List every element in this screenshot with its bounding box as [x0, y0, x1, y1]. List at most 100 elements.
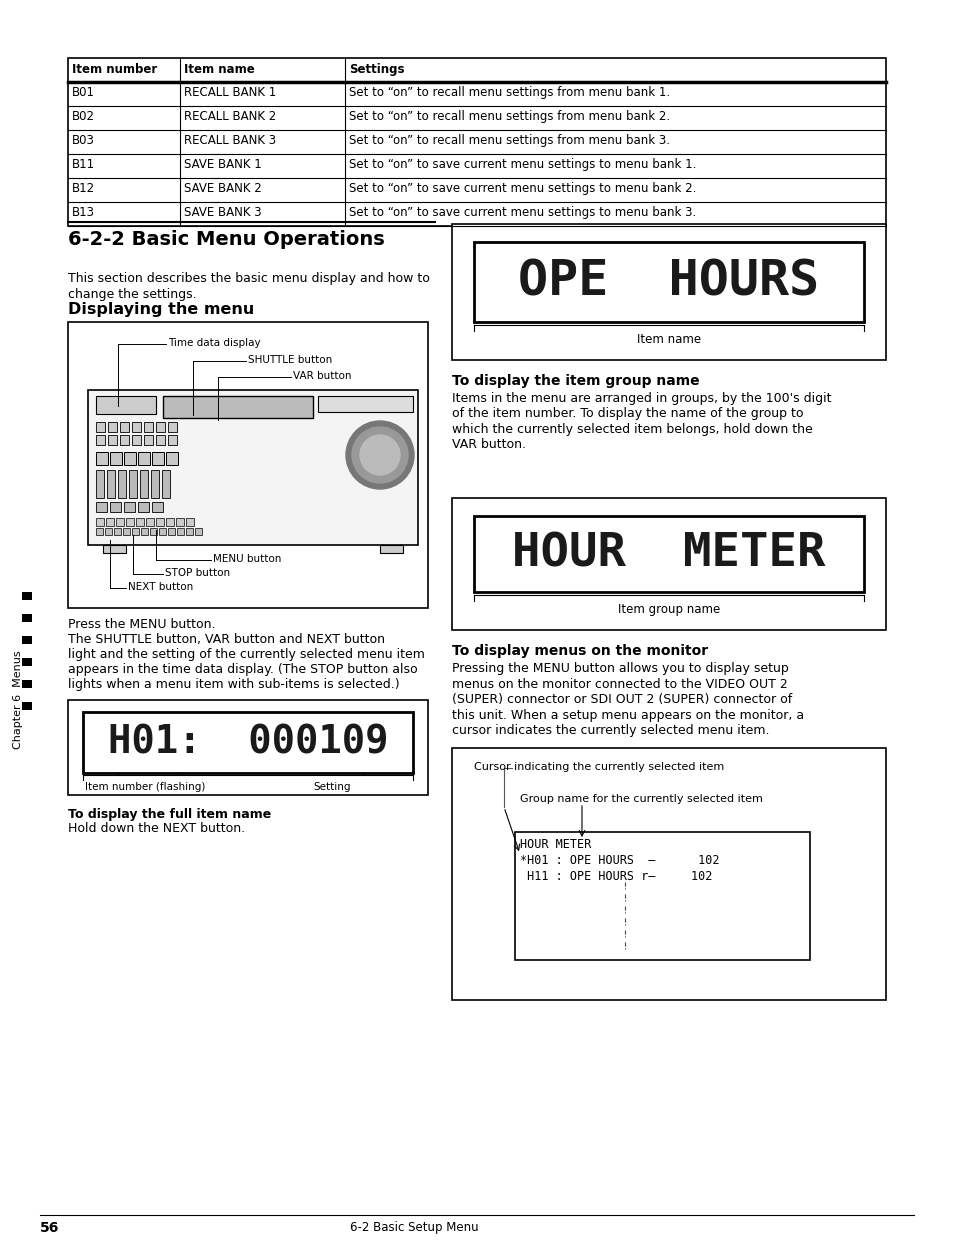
Bar [159, 527, 166, 535]
Text: MENU button: MENU button [213, 554, 281, 564]
Text: Set to “on” to recall menu settings from menu bank 2.: Set to “on” to recall menu settings from… [349, 109, 669, 123]
Bar [162, 470, 170, 498]
Bar [186, 527, 193, 535]
Text: B13: B13 [71, 207, 95, 219]
Text: This section describes the basic menu display and how to: This section describes the basic menu di… [68, 272, 430, 285]
Circle shape [359, 435, 399, 475]
Text: Set to “on” to save current menu settings to menu bank 1.: Set to “on” to save current menu setting… [349, 158, 696, 170]
Text: Set to “on” to save current menu settings to menu bank 3.: Set to “on” to save current menu setting… [349, 207, 696, 219]
Bar [177, 527, 184, 535]
Bar [151, 470, 159, 498]
Bar [163, 396, 313, 418]
Text: VAR button: VAR button [293, 371, 351, 381]
Bar [452, 748, 885, 1000]
Bar [96, 396, 156, 414]
Text: Cursor indicating the currently selected item: Cursor indicating the currently selected… [474, 763, 723, 773]
Bar [194, 527, 202, 535]
Text: HOUR  METER: HOUR METER [512, 531, 825, 576]
Bar [156, 422, 165, 432]
Text: 56: 56 [40, 1222, 59, 1235]
Bar [474, 243, 863, 322]
Text: (SUPER) connector or SDI OUT 2 (SUPER) connector of: (SUPER) connector or SDI OUT 2 (SUPER) c… [452, 693, 791, 707]
Bar [166, 518, 173, 526]
Text: STOP button: STOP button [165, 569, 230, 578]
Circle shape [346, 420, 414, 489]
Bar [108, 435, 117, 445]
Bar [107, 470, 115, 498]
Bar [22, 636, 32, 644]
Text: appears in the time data display. (The STOP button also: appears in the time data display. (The S… [68, 663, 417, 675]
Bar [168, 435, 177, 445]
Text: SAVE BANK 2: SAVE BANK 2 [184, 182, 261, 195]
Bar [68, 322, 428, 608]
Text: B01: B01 [71, 86, 95, 100]
Bar [113, 527, 121, 535]
Text: Setting: Setting [313, 782, 350, 792]
Bar [106, 518, 113, 526]
Text: cursor indicates the currently selected menu item.: cursor indicates the currently selected … [452, 724, 769, 736]
Bar [116, 518, 124, 526]
Text: NEXT button: NEXT button [128, 582, 193, 592]
Text: B03: B03 [71, 134, 94, 147]
Bar [140, 470, 148, 498]
Bar [96, 518, 104, 526]
Bar [186, 518, 193, 526]
Text: Set to “on” to save current menu settings to menu bank 2.: Set to “on” to save current menu setting… [349, 182, 696, 195]
Bar [132, 422, 141, 432]
Text: Hold down the NEXT button.: Hold down the NEXT button. [68, 822, 245, 835]
Bar [68, 58, 885, 226]
Bar [136, 518, 144, 526]
Text: this unit. When a setup menu appears on the monitor, a: this unit. When a setup menu appears on … [452, 709, 803, 722]
Text: HOUR METER: HOUR METER [519, 838, 591, 851]
Bar [166, 452, 178, 465]
Bar [175, 518, 184, 526]
Bar [132, 527, 139, 535]
Text: Item name: Item name [184, 63, 254, 76]
Bar [123, 527, 130, 535]
Bar [152, 503, 163, 513]
Text: RECALL BANK 3: RECALL BANK 3 [184, 134, 275, 147]
Bar [22, 658, 32, 666]
Text: Item group name: Item group name [618, 603, 720, 616]
Text: B12: B12 [71, 182, 95, 195]
Bar [120, 422, 129, 432]
Bar [156, 435, 165, 445]
Bar [168, 422, 177, 432]
Text: To display the full item name: To display the full item name [68, 809, 271, 821]
Bar [141, 527, 148, 535]
Bar [146, 518, 153, 526]
Text: Set to “on” to recall menu settings from menu bank 3.: Set to “on” to recall menu settings from… [349, 134, 669, 147]
Text: Group name for the currently selected item: Group name for the currently selected it… [519, 794, 762, 804]
Text: 6-2-2 Basic Menu Operations: 6-2-2 Basic Menu Operations [68, 230, 384, 249]
Bar [110, 452, 122, 465]
Circle shape [352, 427, 408, 483]
Bar [124, 503, 135, 513]
Bar [168, 527, 174, 535]
Bar [379, 545, 402, 554]
Text: Set to “on” to recall menu settings from menu bank 1.: Set to “on” to recall menu settings from… [349, 86, 669, 100]
Text: 6-2 Basic Setup Menu: 6-2 Basic Setup Menu [350, 1222, 478, 1234]
Bar [317, 396, 413, 412]
Text: Chapter 6  Menus: Chapter 6 Menus [13, 651, 23, 749]
Bar [515, 832, 809, 960]
Bar [150, 527, 157, 535]
Text: RECALL BANK 2: RECALL BANK 2 [184, 109, 276, 123]
Bar [144, 435, 152, 445]
Text: Item number (flashing): Item number (flashing) [85, 782, 205, 792]
Text: light and the setting of the currently selected menu item: light and the setting of the currently s… [68, 648, 424, 661]
Text: To display menus on the monitor: To display menus on the monitor [452, 644, 707, 658]
Text: change the settings.: change the settings. [68, 289, 196, 301]
Bar [156, 518, 164, 526]
Text: Displaying the menu: Displaying the menu [68, 302, 254, 317]
Bar [96, 435, 105, 445]
Bar [96, 527, 103, 535]
Text: Item name: Item name [637, 333, 700, 346]
Bar [474, 516, 863, 592]
Text: SHUTTLE button: SHUTTLE button [248, 355, 332, 364]
Bar [22, 592, 32, 600]
Text: H01:  000109: H01: 000109 [108, 724, 388, 761]
Bar [96, 470, 104, 498]
Text: B02: B02 [71, 109, 95, 123]
Bar [108, 422, 117, 432]
Text: Time data display: Time data display [168, 338, 260, 348]
